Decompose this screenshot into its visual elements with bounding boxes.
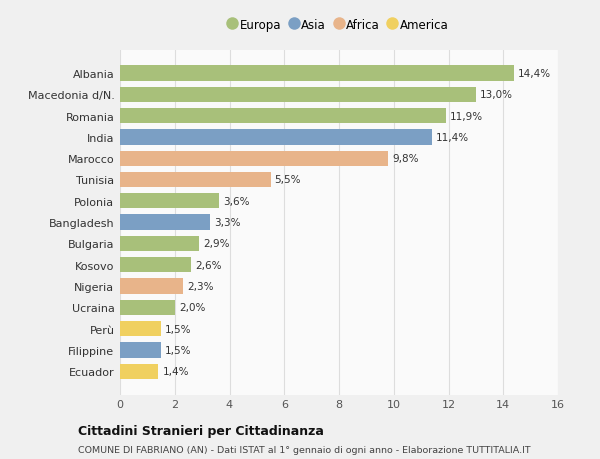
Text: 3,3%: 3,3% [214, 218, 241, 228]
Text: 13,0%: 13,0% [480, 90, 513, 100]
Text: 2,3%: 2,3% [187, 281, 214, 291]
Bar [120, 173, 271, 188]
Bar [120, 215, 211, 230]
Text: 5,5%: 5,5% [275, 175, 301, 185]
Text: 9,8%: 9,8% [392, 154, 419, 164]
Bar [120, 364, 158, 379]
Bar [120, 87, 476, 103]
Text: 11,9%: 11,9% [450, 112, 483, 121]
Legend: Europa, Asia, Africa, America: Europa, Asia, Africa, America [229, 18, 449, 32]
Bar [120, 342, 161, 358]
Bar [120, 321, 161, 336]
Bar [120, 194, 218, 209]
Text: 14,4%: 14,4% [518, 69, 551, 79]
Bar [120, 130, 432, 145]
Bar [120, 236, 199, 252]
Text: 1,5%: 1,5% [165, 324, 191, 334]
Bar [120, 300, 175, 315]
Bar [120, 279, 183, 294]
Text: 3,6%: 3,6% [223, 196, 249, 207]
Text: Cittadini Stranieri per Cittadinanza: Cittadini Stranieri per Cittadinanza [78, 424, 324, 437]
Text: 11,4%: 11,4% [436, 133, 469, 143]
Text: COMUNE DI FABRIANO (AN) - Dati ISTAT al 1° gennaio di ogni anno - Elaborazione T: COMUNE DI FABRIANO (AN) - Dati ISTAT al … [78, 445, 530, 454]
Text: 2,9%: 2,9% [203, 239, 230, 249]
Text: 1,5%: 1,5% [165, 345, 191, 355]
Bar [120, 66, 514, 81]
Text: 1,4%: 1,4% [163, 366, 189, 376]
Bar [120, 151, 388, 167]
Text: 2,6%: 2,6% [195, 260, 222, 270]
Bar [120, 257, 191, 273]
Bar [120, 109, 446, 124]
Text: 2,0%: 2,0% [179, 302, 205, 313]
